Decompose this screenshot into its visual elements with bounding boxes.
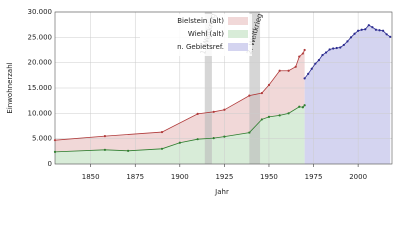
data-point xyxy=(178,141,181,144)
x-tick-label: 1900 xyxy=(171,173,189,181)
data-point xyxy=(364,28,367,31)
data-point xyxy=(212,110,215,113)
area xyxy=(304,25,391,164)
y-tick-label: 5.000 xyxy=(32,135,52,143)
data-point xyxy=(298,55,301,58)
legend-label: Bielstein (alt) xyxy=(177,17,224,25)
data-point xyxy=(301,52,304,55)
data-point xyxy=(381,29,385,32)
data-point xyxy=(378,29,381,32)
data-point xyxy=(371,26,374,29)
x-axis-label: Jahr xyxy=(214,188,229,196)
data-point xyxy=(335,46,338,50)
data-point xyxy=(367,24,370,27)
data-point xyxy=(212,137,215,140)
data-point xyxy=(349,36,353,39)
data-point xyxy=(196,112,199,115)
data-point xyxy=(248,131,251,134)
data-point xyxy=(374,28,378,31)
data-point xyxy=(317,59,320,62)
data-point xyxy=(160,130,164,134)
chart: Jahr Einwohnerzahl 1. Weltkrieg2. Weltkr… xyxy=(6,8,393,196)
area xyxy=(55,105,305,164)
data-point xyxy=(310,67,313,70)
data-point xyxy=(324,51,328,54)
data-point xyxy=(103,148,107,151)
data-point xyxy=(385,33,388,36)
data-point xyxy=(328,48,331,51)
y-tick-label: 20.000 xyxy=(28,59,53,67)
legend-label: n. Gebietsref. xyxy=(177,43,224,51)
data-point xyxy=(339,46,342,49)
y-axis-label: Einwohnerzahl xyxy=(6,62,14,113)
data-point xyxy=(346,40,349,43)
data-point xyxy=(103,135,107,138)
data-point xyxy=(53,139,57,142)
data-point xyxy=(267,115,271,118)
x-tick-label: 1975 xyxy=(305,173,323,181)
data-point xyxy=(223,135,226,138)
y-tick-label: 0 xyxy=(48,160,52,168)
legend-label: Wiehl (alt) xyxy=(188,30,224,38)
y-tick-label: 15.000 xyxy=(28,84,53,92)
x-tick-label: 1875 xyxy=(126,173,144,181)
data-point xyxy=(303,104,306,107)
x-tick-label: 1850 xyxy=(82,173,100,181)
data-point xyxy=(357,29,360,32)
data-point xyxy=(303,48,306,52)
data-point xyxy=(294,65,297,68)
y-tick-label: 30.000 xyxy=(28,8,53,16)
x-tick-label: 1950 xyxy=(260,173,278,181)
y-tick-label: 25.000 xyxy=(28,33,53,41)
data-point xyxy=(260,91,263,95)
data-point xyxy=(301,106,304,109)
data-point xyxy=(53,150,57,153)
x-tick-label: 1925 xyxy=(215,173,233,181)
data-point xyxy=(278,114,281,117)
legend-swatch xyxy=(228,30,248,38)
data-point xyxy=(196,138,199,141)
data-point xyxy=(127,149,130,152)
data-point xyxy=(278,69,281,72)
data-point xyxy=(321,53,324,57)
x-tick-label: 2000 xyxy=(349,173,367,181)
data-point xyxy=(267,83,271,87)
data-point xyxy=(342,43,345,47)
series-line xyxy=(54,104,305,153)
data-point xyxy=(160,147,164,150)
legend: Bielstein (alt) Wiehl (alt) n. Gebietsref. xyxy=(140,14,252,56)
data-point xyxy=(389,35,392,38)
data-point xyxy=(287,112,290,115)
data-point xyxy=(303,77,306,80)
data-point xyxy=(260,118,263,121)
data-point xyxy=(223,108,226,111)
data-point xyxy=(332,47,335,50)
data-point xyxy=(298,105,301,108)
data-point xyxy=(287,69,290,72)
data-point xyxy=(307,72,310,75)
plot-frame xyxy=(54,11,393,165)
y-tick-label: 10.000 xyxy=(28,109,53,117)
data-point xyxy=(314,62,317,65)
legend-swatch xyxy=(228,17,248,25)
data-point xyxy=(360,28,363,31)
legend-swatch xyxy=(228,43,248,51)
data-point xyxy=(248,94,251,97)
data-point xyxy=(353,32,356,35)
